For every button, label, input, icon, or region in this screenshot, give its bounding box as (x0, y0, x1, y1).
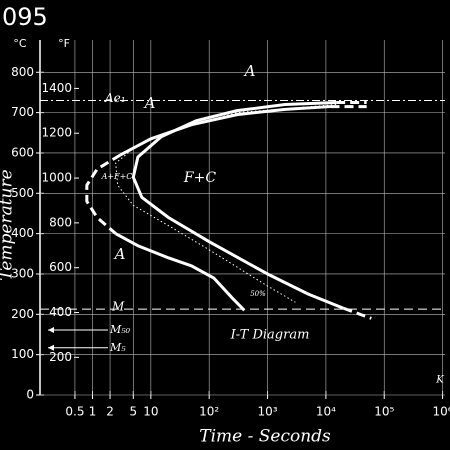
y-axis-title: Temperature (0, 169, 17, 280)
region-label: A (243, 62, 256, 80)
y-tick-label: 100 (11, 347, 34, 361)
x-tick-label: 0.5 (65, 405, 84, 419)
region-label: A (143, 94, 156, 112)
y2-unit: °F (58, 37, 70, 50)
y-unit: °C (13, 37, 27, 50)
y2-tick-label: 1000 (41, 171, 72, 185)
x-tick-label: 10⁶ (433, 405, 450, 419)
curve (131, 101, 345, 310)
region-label: 50% (250, 290, 266, 298)
x-tick-label: 10² (199, 405, 219, 419)
x-tick-label: 10⁴ (316, 405, 336, 419)
y-tick-label: 500 (11, 186, 34, 200)
x-tick-label: 5 (129, 405, 137, 419)
arrow-head (48, 327, 54, 334)
region-label: A+F+C (101, 172, 133, 181)
x-tick-label: 1 (89, 405, 97, 419)
arrow-head (48, 344, 54, 351)
y-tick-label: 800 (11, 65, 34, 79)
y-tick-label: 300 (11, 266, 34, 280)
x-tick-label: 10³ (257, 405, 277, 419)
x-tick-label: 2 (106, 405, 114, 419)
y2-tick-label: 1200 (41, 126, 72, 140)
curve (114, 232, 246, 312)
arrow-label: M₅₀ (109, 323, 131, 336)
region-label: A (113, 245, 126, 263)
reference-label: Ae₁ (104, 91, 126, 105)
x-tick-label: 10 (143, 405, 158, 419)
y-tick-label: 0 (26, 388, 34, 402)
y-tick-label: 600 (11, 145, 34, 159)
curve (342, 306, 372, 320)
y-tick-label: 200 (11, 307, 34, 321)
reference-label: M (111, 300, 125, 314)
y2-tick-label: 600 (49, 260, 72, 274)
curve (85, 153, 122, 235)
curve (119, 105, 331, 157)
region-label: F+C (183, 170, 216, 186)
y2-tick-label: 400 (49, 305, 72, 319)
x-axis-title: Time - Seconds (199, 427, 331, 447)
y-tick-label: 400 (11, 226, 34, 240)
y2-tick-label: 800 (49, 215, 72, 229)
y2-tick-label: 200 (49, 350, 72, 364)
y-tick-label: 700 (11, 105, 34, 119)
chart-title: 095 (2, 3, 48, 31)
region-label: K (435, 375, 444, 386)
arrow-label: M₅ (109, 341, 126, 354)
region-label: I-T Diagram (230, 328, 310, 343)
y2-tick-label: 1400 (41, 81, 72, 95)
x-tick-label: 10⁵ (374, 405, 394, 419)
